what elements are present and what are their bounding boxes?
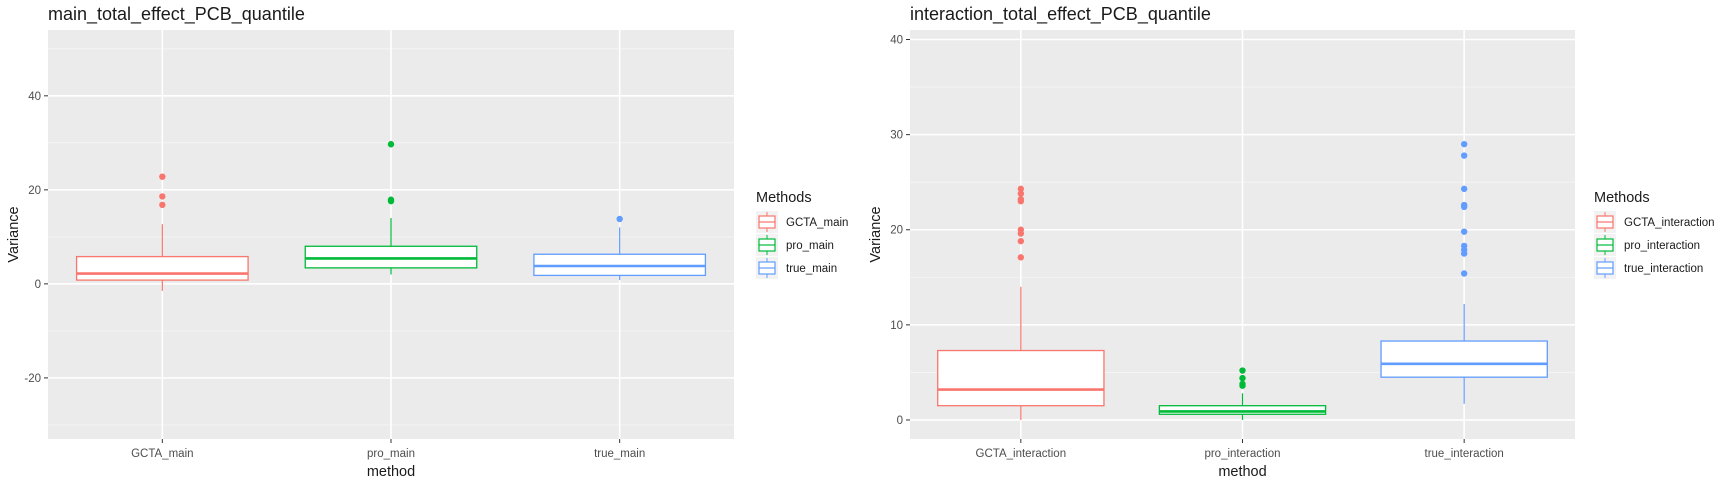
box-true_interaction (1380, 340, 1548, 378)
outlier-point (1017, 185, 1025, 193)
outlier-point (1460, 250, 1468, 257)
outlier-point (1239, 367, 1246, 374)
x-tick-label: true_interaction (1425, 448, 1504, 460)
legend-label: GCTA_main (786, 217, 848, 229)
outlier-point (1460, 185, 1468, 193)
outlier-point (387, 141, 395, 148)
outlier-point (1460, 203, 1468, 211)
box-GCTA_interaction (937, 349, 1105, 407)
legend-label: GCTA_interaction (1624, 217, 1715, 229)
y-tick-label: 0 (897, 415, 903, 427)
legend-title: Methods (756, 190, 812, 206)
outlier-point (1460, 228, 1468, 235)
outlier-point (1239, 382, 1246, 389)
x-tick-label: GCTA_main (131, 448, 193, 460)
legend-label: pro_main (786, 240, 834, 252)
outlier-point (616, 215, 623, 223)
box-GCTA_main (75, 255, 249, 281)
x-axis-title: method (367, 464, 415, 480)
outlier-point (1460, 270, 1468, 277)
y-tick-label: 10 (890, 320, 903, 332)
outlier-point (159, 201, 166, 209)
legend-label: true_interaction (1624, 263, 1703, 275)
x-tick-label: true_main (594, 448, 645, 460)
y-tick-label: 20 (890, 225, 903, 237)
legend-label: true_main (786, 263, 837, 275)
outlier-point (1017, 237, 1025, 245)
outlier-point (387, 197, 395, 205)
y-tick-label: 20 (28, 185, 41, 197)
outlier-point (1460, 140, 1468, 148)
box-pro_main (304, 245, 478, 269)
y-axis-title: Variance (868, 206, 884, 262)
chart-title: interaction_total_effect_PCB_quantile (910, 4, 1211, 25)
y-tick-label: 40 (890, 35, 903, 47)
x-tick-label: GCTA_interaction (976, 448, 1067, 460)
outlier-point (1017, 230, 1025, 237)
chart-title: main_total_effect_PCB_quantile (48, 4, 305, 25)
x-axis-title: method (1218, 464, 1266, 480)
outlier-point (1239, 374, 1246, 382)
x-tick-label: pro_main (367, 448, 415, 460)
outlier-point (159, 173, 166, 180)
legend-title: Methods (1594, 190, 1650, 206)
y-tick-label: 0 (35, 279, 41, 291)
outlier-point (1460, 152, 1468, 159)
outlier-point (1017, 198, 1025, 205)
x-tick-label: pro_interaction (1204, 448, 1280, 460)
y-tick-label: 30 (890, 130, 903, 142)
legend-label: pro_interaction (1624, 240, 1700, 252)
y-axis-title: Variance (6, 206, 22, 262)
y-tick-label: -20 (24, 373, 41, 385)
box-pro_interaction (1158, 405, 1327, 415)
outlier-point (1017, 254, 1025, 261)
outlier-point (159, 193, 166, 200)
y-tick-label: 40 (28, 91, 41, 103)
outlier-point (1017, 190, 1025, 197)
